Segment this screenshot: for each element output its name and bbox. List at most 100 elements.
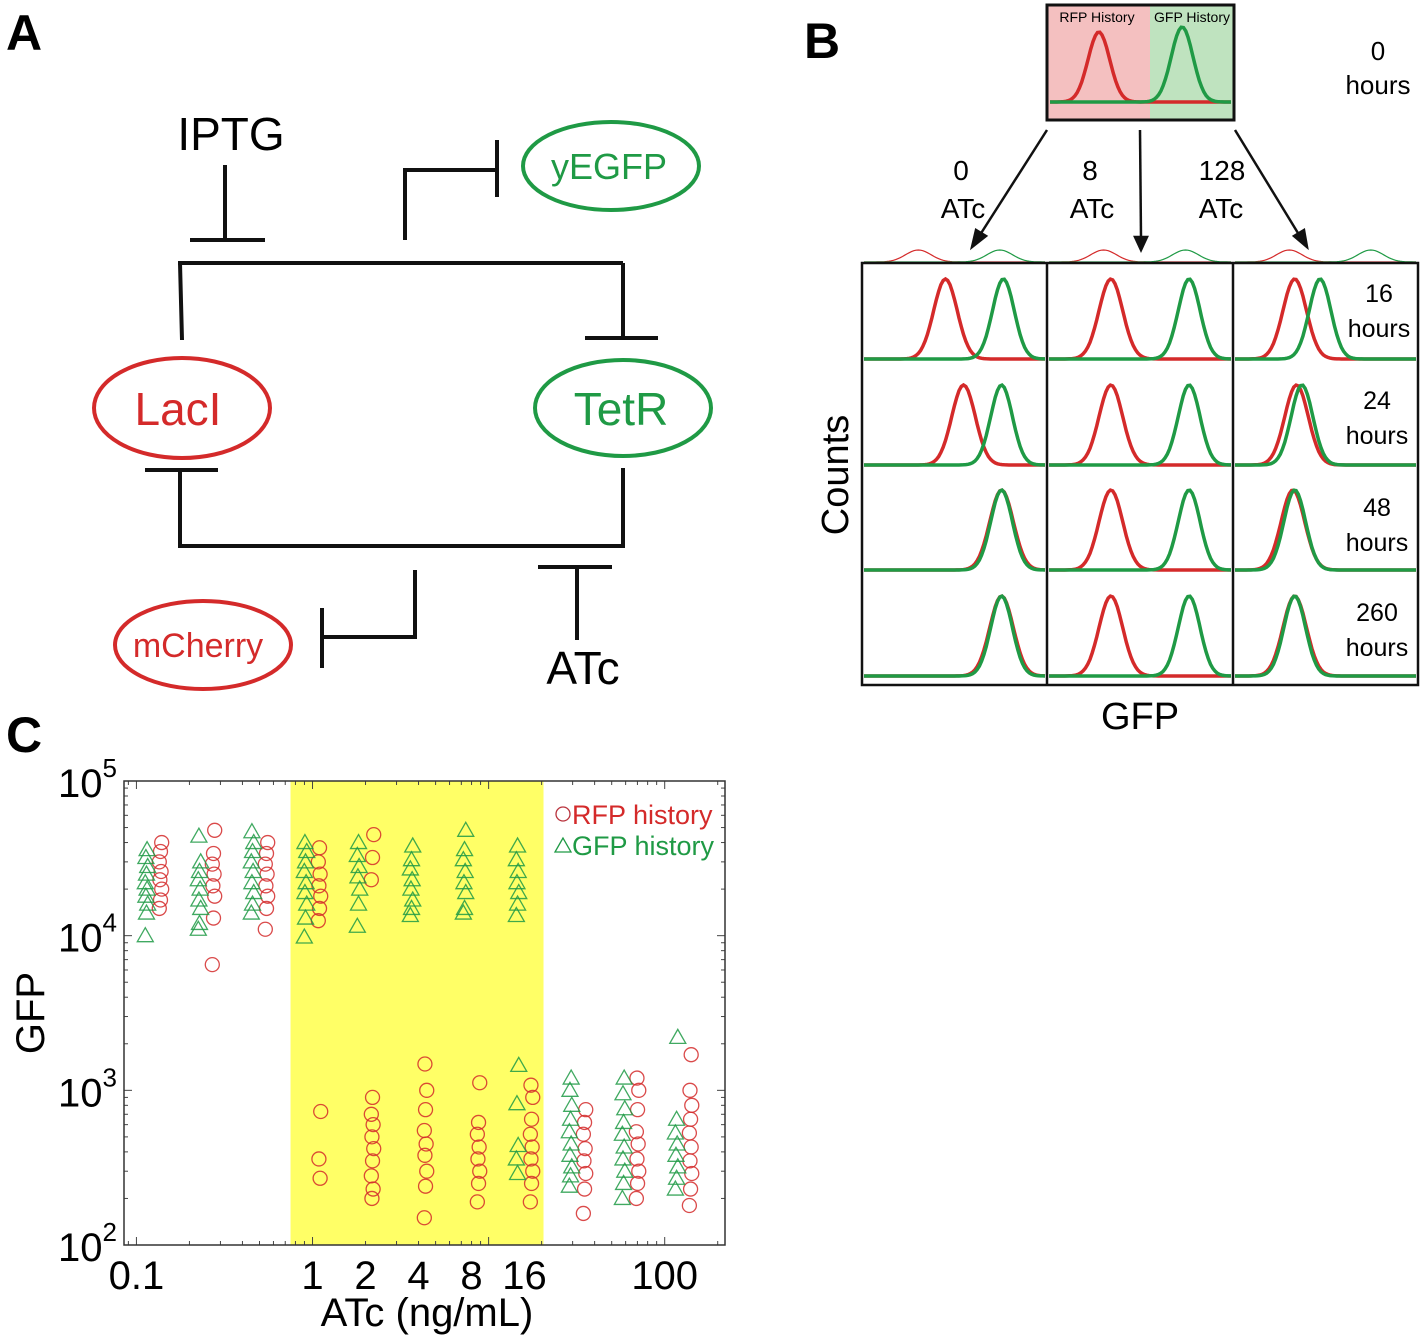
rfp-histogram [1049,383,1231,467]
gfp-history-point [296,908,315,925]
rfp-history-point [630,1136,646,1152]
gfp-history-point [295,927,314,944]
rfp-history-point [470,1151,486,1167]
gfp-history-point [667,1109,686,1126]
rfp-history-point [311,1151,327,1167]
rfp-history-point [366,1140,382,1157]
rfp-history-point [576,1181,593,1197]
column-value: 0 [953,155,969,186]
y-tick-exponent: 5 [103,753,117,783]
gfp-history-point [668,1028,687,1045]
atc-label: ATc [546,642,619,694]
gfp-history-point [615,1161,634,1178]
rfp-history-point [417,1178,434,1194]
rfp-history-point [260,834,276,851]
rfp-history-point [419,1163,435,1179]
rfp-history-point [631,1082,647,1098]
yegfp-promoter-icon [403,140,499,240]
rfp-history-point [153,863,169,880]
highlight-region [290,781,544,1245]
laci-repression-line [178,261,658,341]
rfp-history-point [523,1175,540,1192]
gfp-history-point [189,826,209,843]
rfp-history-point [631,1163,647,1179]
column-unit: ATc [941,193,986,224]
rfp-history-point [366,826,382,843]
rfp-history-point [363,1168,379,1184]
rfp-history-point [207,822,223,838]
row-unit: hours [1346,529,1409,557]
rfp-history-point [365,1116,381,1133]
gfp-history-point [614,1113,633,1130]
gfp-history-point [560,1122,579,1139]
gfp-history-point [507,873,527,890]
y-tick-exponent: 3 [103,1062,117,1092]
gfp-history-point [562,1134,581,1151]
gfp-history-point [243,842,262,859]
rfp-history-point [207,888,223,904]
tetr-node [533,358,713,458]
gfp-history-point [507,1149,526,1166]
rfp-history-point [681,1197,698,1214]
gfp-history-point [401,879,421,896]
gfp-axis-label-b: GFP [1101,696,1179,738]
rfp-history-point [525,1089,541,1106]
rfp-history-point [523,1151,539,1167]
gfp-history-point [509,1056,528,1073]
rfp-history-point [522,1126,539,1142]
gfp-history-histogram [1050,25,1231,104]
rfp-history-point [629,1175,646,1192]
rfp-history-point [313,1103,329,1120]
gfp-history-point [137,903,156,920]
histogram-grid [864,249,1416,678]
rfp-history-point [364,1129,380,1145]
gfp-histogram [1235,383,1416,467]
rfp-history-point [258,845,275,862]
gfp-history-point [615,1099,634,1116]
rfp-history-point [469,1194,485,1210]
gfp-histogram [1235,488,1416,572]
gfp-history-point [403,870,422,887]
gfp-history-point [348,867,368,884]
iptg-label: IPTG [177,108,284,160]
y-tick-base: 10 [58,1071,103,1115]
gfp-histogram [864,382,1046,467]
column-unit: ATc [1199,193,1244,224]
rfp-history-point [416,1210,432,1226]
rfp-histogram [864,594,1046,678]
gfp-history-point [666,1146,686,1162]
gfp-history-point [615,1068,634,1085]
gfp-history-point [136,848,156,865]
y-tick-base: 10 [58,1226,103,1270]
rfp-histogram-trace [864,249,1045,263]
gfp-history-point [348,846,367,863]
row-unit: hours [1346,634,1409,662]
legend-gfp-label: GFP history [572,831,715,861]
rfp-history-point [471,1139,487,1155]
gfp-history-point [456,862,475,879]
arrow-0-atc [976,129,1049,239]
gfp-history-point [614,1174,633,1191]
rfp-histogram-trace [1049,249,1231,263]
rfp-histogram [864,488,1046,572]
x-tick-label: 4 [407,1254,429,1298]
gfp-history-point [243,894,262,911]
arrow-8-atc [1138,129,1143,239]
rfp-history-point [684,1165,700,1182]
gfp-histogram [1049,594,1231,678]
gfp-history-point [561,1166,580,1183]
arrow-128-atc [1233,129,1303,239]
gfp-history-point [350,857,369,874]
panel-label-a: A [6,5,42,61]
rfp-history-point [629,1070,645,1086]
laci-node [92,356,272,460]
x-tick-label: 100 [631,1254,698,1298]
y-tick-label: 104 [58,908,117,961]
rfp-history-point [682,1153,698,1169]
rfp-history-point [257,921,273,937]
rfp-history-point [682,1111,699,1127]
gfp-history-point [402,899,421,916]
counts-axis-label: Counts [815,415,857,535]
rfp-histogram [1049,488,1231,572]
row-labels: 16 hours 24 hours 48 hours 260 hours [1346,280,1411,662]
